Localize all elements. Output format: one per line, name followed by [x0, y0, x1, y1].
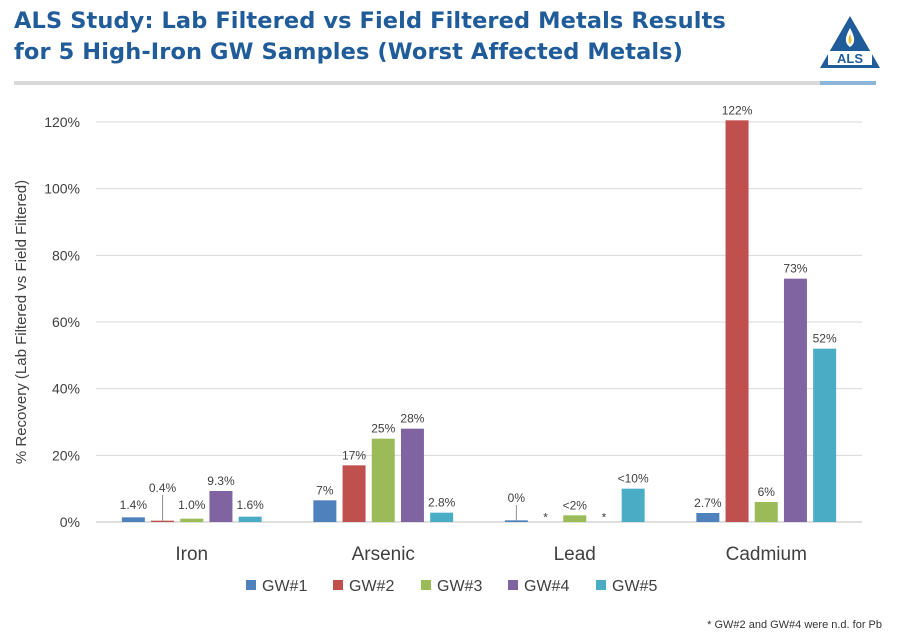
bar-iron-gw5 — [238, 516, 262, 522]
footnote: * GW#2 and GW#4 were n.d. for Pb — [707, 619, 882, 631]
data-label: 122% — [722, 103, 753, 117]
legend-swatch-gw5 — [596, 580, 606, 590]
x-tick-label-lead: Lead — [554, 544, 596, 565]
data-label: 1.6% — [236, 498, 264, 512]
data-label: 1.0% — [178, 498, 206, 512]
chart-title: ALS Study: Lab Filtered vs Field Filtere… — [14, 6, 726, 68]
bar-arsenic-gw2 — [342, 465, 366, 522]
y-tick-label: 120% — [44, 114, 80, 130]
data-label-nd: * — [543, 511, 548, 525]
data-label: 25% — [371, 422, 395, 436]
title-line-1: ALS Study: Lab Filtered vs Field Filtere… — [14, 8, 726, 34]
data-label-nd: * — [602, 511, 607, 525]
data-label: 28% — [400, 412, 424, 426]
data-label: 17% — [342, 448, 366, 462]
data-label: 9.3% — [207, 474, 235, 488]
data-label: 0% — [508, 491, 526, 505]
data-label: 1.4% — [120, 498, 148, 512]
legend-swatch-gw4 — [508, 580, 518, 590]
data-label: 2.7% — [694, 496, 722, 510]
y-tick-label: 0% — [60, 514, 80, 530]
bar-iron-gw3 — [180, 518, 204, 522]
y-tick-label: 100% — [44, 181, 80, 197]
data-label: 52% — [813, 332, 837, 346]
bar-iron-gw4 — [209, 491, 233, 522]
bar-cadmium-gw1 — [696, 513, 720, 522]
legend-swatch-gw1 — [246, 580, 256, 590]
data-label: <2% — [563, 498, 588, 512]
legend-label: GW#3 — [437, 578, 482, 595]
bar-arsenic-gw1 — [313, 500, 337, 522]
title-divider — [14, 81, 820, 85]
x-tick-label-arsenic: Arsenic — [352, 544, 415, 565]
bar-iron-gw1 — [121, 517, 145, 522]
legend-swatch-gw3 — [421, 580, 431, 590]
title-line-2: for 5 High-Iron GW Samples (Worst Affect… — [14, 39, 684, 65]
y-tick-label: 60% — [52, 314, 80, 330]
data-label: 7% — [316, 483, 334, 497]
data-label: 2.8% — [428, 496, 456, 510]
bar-cadmium-gw4 — [783, 278, 807, 522]
bar-chart: 0% 20% 40% 60% 80% 100% 120% % Recovery (Lab Fi… — [13, 103, 862, 595]
legend-swatch-gw2 — [333, 580, 343, 590]
x-tick-label-cadmium: Cadmium — [726, 544, 807, 565]
legend-label: GW#4 — [524, 578, 569, 595]
data-label: 6% — [758, 485, 776, 499]
bar-arsenic-gw5 — [430, 512, 454, 522]
data-label: 73% — [783, 262, 807, 276]
bar-lead-gw5 — [621, 488, 645, 522]
bar-cadmium-gw5 — [813, 348, 837, 522]
y-tick-label: 80% — [52, 247, 80, 263]
x-tick-label-iron: Iron — [175, 544, 208, 565]
logo-flame-core-icon — [848, 34, 852, 44]
y-tick-label: 40% — [52, 381, 80, 397]
bar-lead-gw3 — [563, 515, 587, 522]
bar-cadmium-gw3 — [754, 502, 778, 522]
bar-arsenic-gw4 — [400, 428, 424, 522]
legend-label: GW#1 — [262, 578, 307, 595]
logo-text: ALS — [837, 51, 863, 66]
y-axis-title: % Recovery (Lab Filtered vs Field Filter… — [13, 180, 30, 464]
bar-iron-gw2 — [151, 520, 175, 522]
data-label: 0.4% — [149, 481, 177, 495]
legend-label: GW#2 — [349, 578, 394, 595]
legend-label: GW#5 — [612, 578, 657, 595]
data-label: <10% — [618, 472, 649, 486]
bar-cadmium-gw2 — [725, 120, 749, 522]
title-divider-accent — [820, 81, 876, 85]
bar-lead-gw1 — [504, 520, 528, 522]
y-tick-label: 20% — [52, 447, 80, 463]
als-logo: ALS — [820, 16, 880, 68]
bar-arsenic-gw3 — [371, 438, 395, 522]
